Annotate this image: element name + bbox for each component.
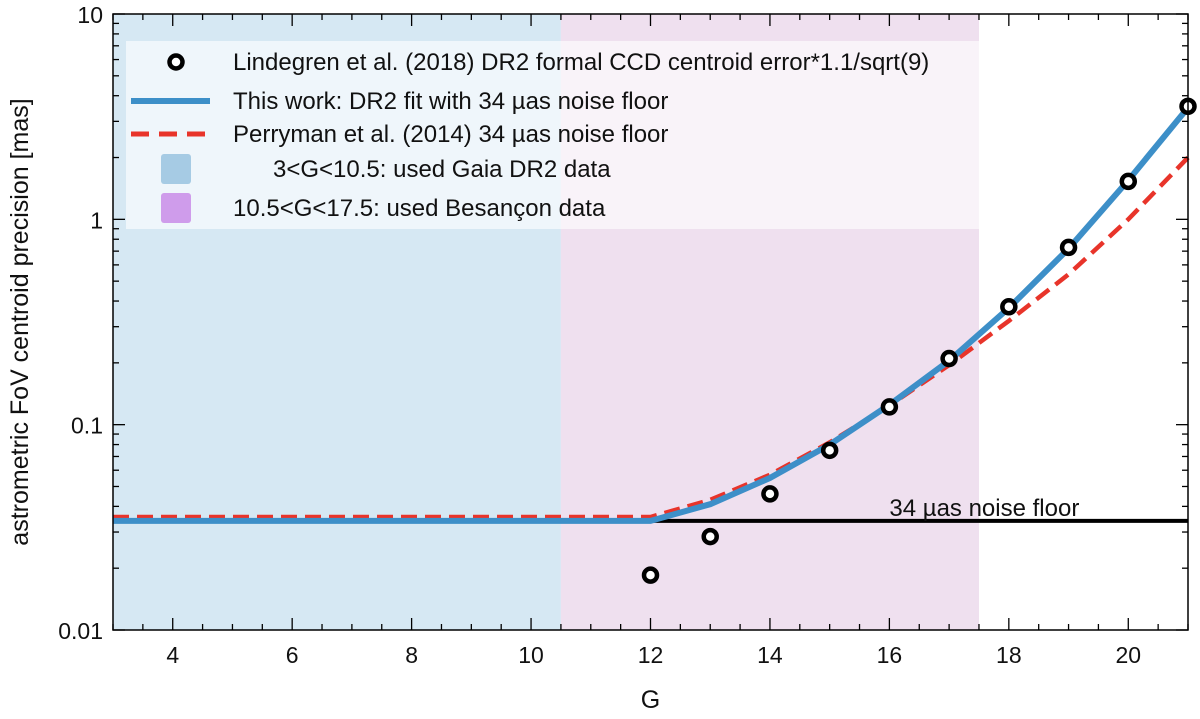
legend-box — [126, 41, 1134, 229]
legend-label: 3<G<10.5: used Gaia DR2 data — [273, 156, 611, 183]
x-tick-label: 6 — [286, 642, 299, 668]
y-axis-label: astrometric FoV centroid precision [mas] — [6, 98, 34, 545]
x-tick-label: 16 — [877, 642, 903, 668]
annotations: 34 µas noise floor — [889, 495, 1079, 522]
this-work-line — [113, 105, 1191, 524]
legend-label: Perryman et al. (2014) 34 µas noise floo… — [233, 121, 668, 148]
lindegren-point — [1119, 172, 1138, 191]
x-tick-label: 12 — [638, 642, 664, 668]
lindegren-point — [761, 485, 779, 503]
y-tick-label: 0.01 — [58, 618, 103, 644]
lindegren-point — [641, 566, 660, 584]
y-tick-label: 0.1 — [71, 413, 103, 439]
lindegren-point — [880, 398, 899, 416]
x-tick-label: 4 — [166, 642, 179, 668]
y-tick-label: 1 — [90, 207, 103, 233]
legend: Lindegren et al. (2018) DR2 formal CCD c… — [126, 41, 1134, 229]
x-tick-label: 10 — [518, 642, 544, 668]
y-tick-label: 10 — [77, 2, 103, 28]
legend-label: This work: DR2 fit with 34 µas noise flo… — [233, 88, 668, 115]
lindegren-point — [701, 527, 719, 546]
legend-patch-besancon — [161, 193, 191, 223]
x-tick-label: 8 — [405, 642, 418, 668]
x-tick-label: 18 — [996, 642, 1022, 668]
lindegren-point — [820, 441, 839, 460]
x-tick-label: 14 — [757, 642, 783, 668]
x-tick-label: 20 — [1115, 642, 1141, 668]
series-layer — [113, 97, 1197, 584]
legend-patch-gaia-dr2 — [161, 154, 191, 184]
lindegren-point — [940, 349, 958, 368]
lindegren-point — [1000, 298, 1018, 316]
lindegren-point — [1059, 238, 1078, 257]
x-axis-label: G — [641, 686, 660, 714]
legend-marker-lindegren — [167, 53, 185, 71]
legend-label: Lindegren et al. (2018) DR2 formal CCD c… — [233, 49, 929, 76]
noise-floor-annotation: 34 µas noise floor — [889, 495, 1079, 522]
legend-label: 10.5<G<17.5: used Besançon data — [233, 195, 606, 222]
